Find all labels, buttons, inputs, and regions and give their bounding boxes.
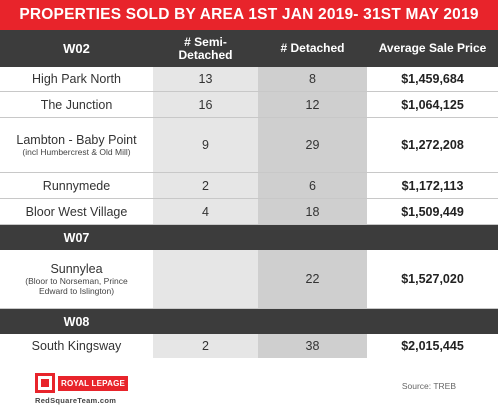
table-row: Bloor West Village 4 18 $1,509,449 (0, 199, 498, 225)
price-cell: $2,015,445 (401, 339, 464, 353)
website-url: RedSquareTeam.com (35, 396, 117, 405)
price-cell: $1,172,113 (401, 178, 464, 193)
area-cell: The Junction (0, 92, 153, 117)
royal-lepage-logo: ROYAL LEPAGE (35, 371, 131, 395)
area-cell: Sunnylea (Bloor to Norseman, Prince Edwar… (0, 250, 153, 308)
section-header-w08: W08 (0, 309, 498, 334)
semi-cell: 16 (153, 92, 258, 117)
red-square-icon (35, 373, 55, 393)
table-row: Lambton - Baby Point (incl Humbercrest & … (0, 118, 498, 173)
area-name: Bloor West Village (25, 204, 128, 219)
district-label: W08 (63, 314, 90, 329)
table-row: The Junction 16 12 $1,064,125 (0, 92, 498, 118)
area-subtitle: (incl Humbercrest & Old Mill) (22, 147, 131, 157)
detached-header: # Detached (280, 41, 345, 55)
area-cell: South Kingsway (0, 334, 153, 358)
table-row: South Kingsway 2 38 $2,015,445 (0, 334, 498, 359)
source-note: Source: TREB (401, 381, 456, 391)
table-row: Sunnylea (Bloor to Norseman, Prince Edwar… (0, 250, 498, 309)
detached-cell: 22 (258, 250, 367, 308)
area-cell: Lambton - Baby Point (incl Humbercrest & … (0, 118, 153, 172)
table-header: W02 # Semi- Detached # Detached Average S… (0, 30, 498, 67)
w07-section: Sunnylea (Bloor to Norseman, Prince Edwar… (0, 250, 498, 309)
area-subtitle: (Bloor to Norseman, Prince Edward to Isl… (25, 276, 128, 296)
w08-section: South Kingsway 2 38 $2,015,445 (0, 334, 498, 359)
semi-cell: 4 (153, 199, 258, 224)
detached-cell: 12 (258, 92, 367, 117)
price-cell: $1,527,020 (401, 272, 464, 286)
area-name: South Kingsway (31, 339, 122, 353)
area-name: Sunnylea (50, 262, 103, 276)
sales-table: W02 # Semi- Detached # Detached Average S… (0, 30, 498, 359)
area-name: The Junction (40, 97, 113, 112)
price-cell: $1,272,208 (401, 138, 464, 152)
semi-header-line1: # Semi- (184, 34, 227, 49)
avg-price-header: Average Sale Price (378, 41, 487, 55)
area-cell: Runnymede (0, 173, 153, 198)
semi-header: # Semi- Detached (153, 30, 258, 67)
area-name: Runnymede (42, 178, 111, 193)
page-title: PROPERTIES SOLD BY AREA 1ST JAN 2019- 31… (0, 0, 498, 30)
section-header-w07: W07 (0, 225, 498, 250)
detached-cell: 38 (258, 334, 367, 358)
area-cell: Bloor West Village (0, 199, 153, 224)
semi-header-line2: Detached (178, 47, 233, 62)
price-cell: $1,459,684 (401, 72, 464, 86)
table-row: High Park North 13 8 $1,459,684 (0, 67, 498, 92)
price-cell: $1,509,449 (401, 204, 464, 219)
detached-cell: 6 (258, 173, 367, 198)
semi-cell: 9 (153, 118, 258, 172)
logo-text: ROYAL LEPAGE (58, 375, 129, 391)
table-row: Runnymede 2 6 $1,172,113 (0, 173, 498, 199)
district-label: W07 (63, 230, 90, 245)
area-cell: High Park North (0, 67, 153, 91)
footer: ROYAL LEPAGE RedSquareTeam.com Source: T… (0, 358, 498, 417)
area-name: Lambton - Baby Point (16, 133, 137, 147)
detached-cell: 8 (258, 67, 367, 91)
district-header: W02 (63, 41, 90, 56)
w02-section: High Park North 13 8 $1,459,684 The Junction… (0, 67, 498, 225)
detached-cell: 29 (258, 118, 367, 172)
area-name: High Park North (32, 72, 121, 86)
semi-cell: 13 (153, 67, 258, 91)
semi-cell: 2 (153, 173, 258, 198)
price-cell: $1,064,125 (401, 97, 464, 112)
detached-cell: 18 (258, 199, 367, 224)
semi-cell (153, 250, 258, 308)
semi-cell: 2 (153, 334, 258, 358)
